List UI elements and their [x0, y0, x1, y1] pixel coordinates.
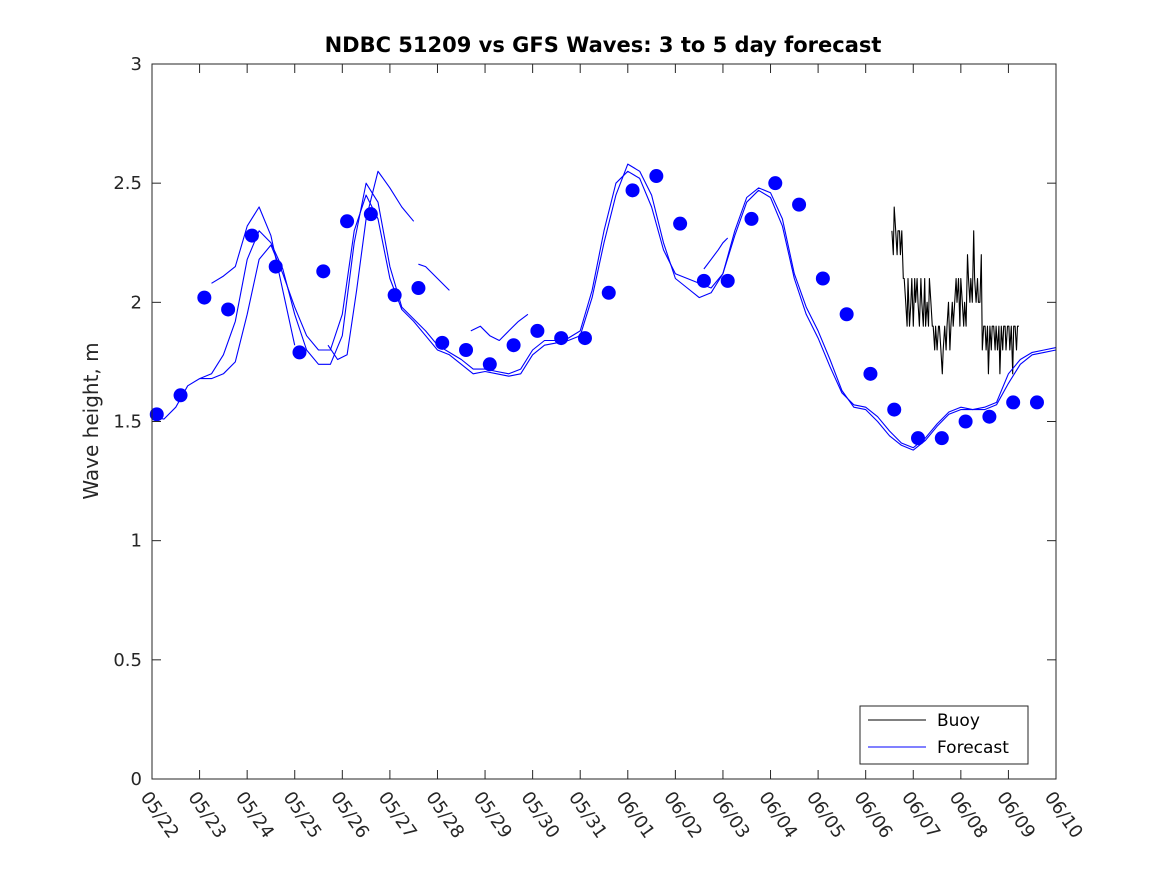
forecast-point — [792, 197, 807, 212]
forecast-point — [149, 407, 164, 422]
forecast-point — [435, 335, 450, 350]
forecast-point — [696, 273, 711, 288]
forecast-point — [911, 431, 926, 446]
legend-forecast-label: Forecast — [937, 738, 1009, 758]
forecast-point — [530, 323, 545, 338]
forecast-point — [720, 273, 735, 288]
legend-buoy-label: Buoy — [937, 711, 980, 731]
buoy-line-0 — [891, 206, 1019, 375]
plot-background — [152, 64, 1056, 779]
forecast-point — [815, 271, 830, 286]
forecast-line-2 — [199, 163, 1057, 449]
forecast-point — [411, 281, 426, 296]
forecast-line-7 — [703, 237, 729, 270]
forecast-point — [506, 338, 521, 353]
forecast-point — [197, 290, 212, 305]
y-axis-label: Wave height, m — [79, 342, 103, 499]
forecast-markers — [149, 169, 1044, 446]
forecast-point — [363, 207, 378, 222]
chart-title: NDBC 51209 vs GFS Waves: 3 to 5 day fore… — [325, 33, 882, 57]
forecast-point — [839, 307, 854, 322]
forecast-point — [221, 302, 236, 317]
forecast-point — [982, 409, 997, 424]
forecast-line-5 — [418, 263, 450, 291]
forecast-line-1 — [151, 170, 1057, 451]
y-tick-label: 0 — [131, 769, 142, 790]
forecast-point — [744, 211, 759, 226]
forecast-point — [768, 176, 783, 191]
forecast-point — [887, 402, 902, 417]
forecast-point — [173, 388, 188, 403]
y-tick-label: 3 — [131, 54, 142, 75]
forecast-point — [459, 343, 474, 357]
forecast-point — [554, 331, 569, 346]
forecast-point — [625, 183, 640, 198]
forecast-point — [577, 331, 592, 346]
y-tick-label: 1 — [131, 531, 142, 552]
forecast-line-3 — [211, 206, 296, 346]
forecast-point — [1006, 395, 1021, 410]
legend-box — [859, 705, 1029, 765]
forecast-point — [268, 259, 283, 274]
legend: Buoy Forecast — [859, 705, 1029, 765]
y-tick-label: 2 — [131, 292, 142, 313]
y-tick-label: 1.5 — [113, 412, 142, 433]
y-axis-ticks: 0 0.5 1 1.5 2 2.5 3 — [113, 54, 1056, 790]
forecast-point — [863, 366, 878, 381]
forecast-point — [244, 228, 259, 243]
forecast-point — [958, 414, 973, 429]
forecast-point — [934, 431, 949, 446]
forecast-point — [482, 357, 497, 372]
forecast-point — [601, 285, 616, 300]
forecast-point — [649, 169, 664, 184]
series-lines — [151, 163, 1057, 451]
forecast-line-6 — [470, 313, 529, 342]
forecast-point — [387, 288, 402, 303]
forecast-point — [673, 216, 688, 231]
forecast-point — [292, 345, 307, 360]
forecast-point — [1029, 395, 1044, 410]
y-tick-label: 0.5 — [113, 650, 142, 671]
y-tick-label: 2.5 — [113, 173, 142, 194]
forecast-point — [316, 264, 331, 279]
forecast-point — [340, 214, 355, 229]
